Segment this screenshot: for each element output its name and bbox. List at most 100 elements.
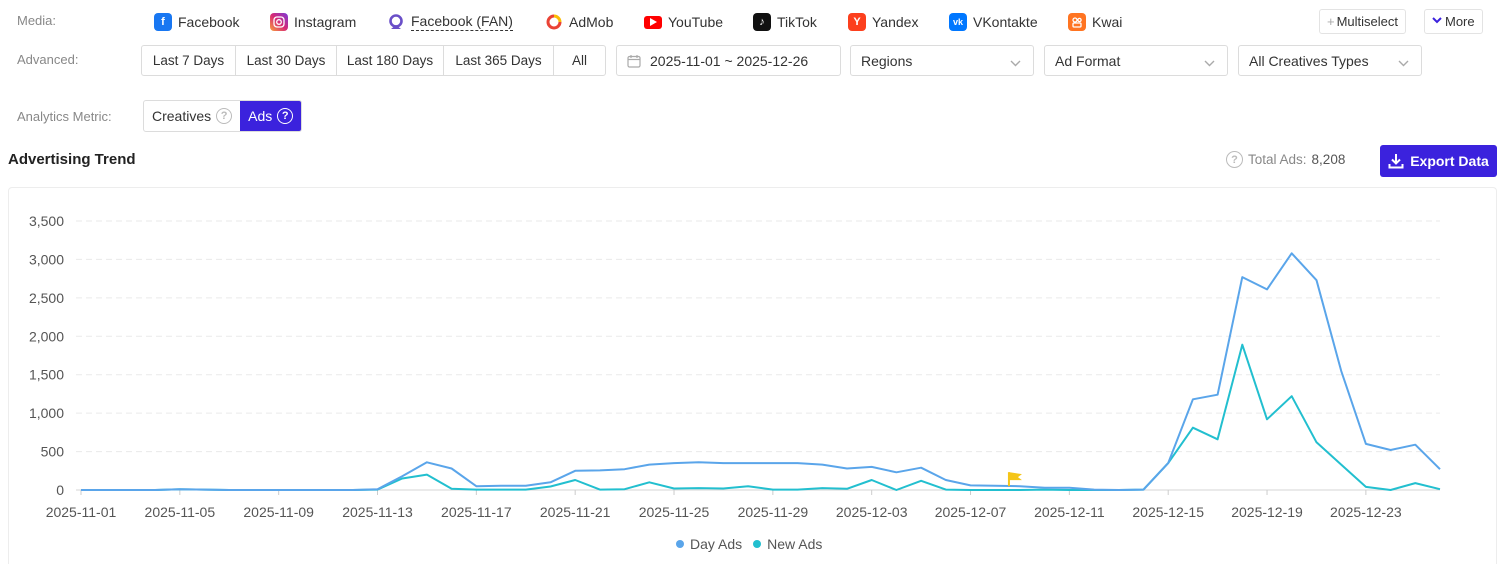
media-label-yandex: Yandex <box>872 14 919 30</box>
media-label-youtube: YouTube <box>668 14 724 30</box>
tab-creatives[interactable]: Creatives ? <box>144 101 240 131</box>
media-admob[interactable]: AdMob <box>545 11 613 33</box>
media-yandex[interactable]: Y Yandex <box>848 11 918 33</box>
legend-dot-new-ads <box>753 540 762 548</box>
media-facebook-fan[interactable]: Facebook (FAN) <box>387 11 513 33</box>
multiselect-button[interactable]: + Multiselect <box>1319 9 1407 34</box>
creatives-types-select[interactable]: All Creatives Types <box>1238 45 1422 76</box>
media-label-facebook: Facebook <box>178 14 240 30</box>
new-ads-line <box>81 343 1441 491</box>
media-label-admob: AdMob <box>569 14 614 30</box>
tab-creatives-label: Creatives <box>152 108 212 124</box>
media-label-kwai: Kwai <box>1092 14 1123 30</box>
last-365-days-button[interactable]: Last 365 Days <box>444 46 554 75</box>
x-tick-label: 2025-11-13 <box>342 504 413 520</box>
date-range-picker[interactable]: 2025-11-01 ~ 2025-12-26 <box>616 45 841 76</box>
x-tick-label: 2025-11-29 <box>738 504 809 520</box>
section-title: Advertising Trend <box>8 151 136 168</box>
x-tick-label: 2025-11-17 <box>441 504 512 520</box>
facebook-icon: f <box>154 13 172 31</box>
legend-label-new-ads: New Ads <box>767 536 823 552</box>
regions-select[interactable]: Regions <box>850 45 1034 76</box>
tab-ads[interactable]: Ads ? <box>240 101 302 131</box>
total-ads-label: Total Ads: <box>1248 152 1307 167</box>
more-label: More <box>1445 14 1475 29</box>
download-icon <box>1388 153 1404 169</box>
x-tick-label: 2025-11-25 <box>639 504 710 520</box>
y-tick-label: 3,000 <box>29 251 64 267</box>
y-tick-label: 500 <box>41 444 65 460</box>
all-days-button[interactable]: All <box>571 53 587 68</box>
media-label: Media: <box>17 13 57 28</box>
x-tick-label: 2025-12-03 <box>836 504 908 520</box>
y-tick-label: 1,500 <box>29 367 64 383</box>
media-instagram[interactable]: Instagram <box>270 11 356 33</box>
last-180-days-button[interactable]: Last 180 Days <box>337 46 444 75</box>
chevron-down-icon <box>1432 16 1442 27</box>
media-facebook[interactable]: f Facebook <box>154 11 239 33</box>
chevron-down-icon <box>1204 54 1215 70</box>
plus-icon: + <box>1327 14 1335 29</box>
chart-legend: Day Ads New Ads <box>676 536 833 552</box>
legend-dot-day-ads <box>676 540 684 548</box>
facebook-fan-icon <box>387 13 405 31</box>
tab-ads-label: Ads <box>248 108 273 124</box>
x-tick-label: 2025-12-07 <box>935 504 1007 520</box>
kwai-icon <box>1068 13 1086 31</box>
day-range-selector: Last 7 Days Last 30 Days Last 180 Days L… <box>141 45 606 76</box>
x-tick-label: 2025-12-11 <box>1034 504 1105 520</box>
multiselect-label: Multiselect <box>1336 14 1399 29</box>
media-label-tiktok: TikTok <box>777 14 817 30</box>
more-button[interactable]: More <box>1424 9 1483 34</box>
x-tick-label: 2025-11-01 <box>46 504 117 520</box>
advanced-label: Advanced: <box>17 52 79 67</box>
ad-format-select[interactable]: Ad Format <box>1044 45 1228 76</box>
chevron-down-icon <box>1010 54 1021 70</box>
chevron-down-icon <box>1398 54 1409 70</box>
x-tick-label: 2025-12-19 <box>1231 504 1303 520</box>
instagram-icon <box>270 13 288 31</box>
media-youtube[interactable]: YouTube <box>644 11 723 33</box>
yandex-icon: Y <box>848 13 866 31</box>
admob-icon <box>545 13 563 31</box>
vkontakte-icon: vk <box>949 13 967 31</box>
media-label-vkontakte: VKontakte <box>973 14 1038 30</box>
date-range-value: 2025-11-01 ~ 2025-12-26 <box>650 52 809 69</box>
export-data-label: Export Data <box>1410 153 1489 169</box>
ad-format-label: Ad Format <box>1055 52 1121 69</box>
last-30-days-button[interactable]: Last 30 Days <box>236 46 337 75</box>
last-7-days-button[interactable]: Last 7 Days <box>142 46 236 75</box>
media-tiktok[interactable]: ♪ TikTok <box>753 11 817 33</box>
export-data-button[interactable]: Export Data <box>1380 145 1497 177</box>
x-tick-label: 2025-12-23 <box>1330 504 1402 520</box>
y-tick-label: 1,000 <box>29 405 64 421</box>
analytics-metric-tabs: Creatives ? Ads ? <box>143 100 303 132</box>
legend-item-new-ads[interactable]: New Ads <box>753 536 822 552</box>
youtube-icon <box>644 15 662 29</box>
trend-chart-svg: 0 500 1,000 1,500 2,000 2,500 3,000 3,500 2025-1… <box>29 213 1441 520</box>
y-tick-label: 2,500 <box>29 290 64 306</box>
media-label-instagram: Instagram <box>294 14 357 30</box>
y-tick-label: 0 <box>56 482 64 498</box>
y-tick-label: 2,000 <box>29 328 64 344</box>
media-label-facebook-fan: Facebook (FAN) <box>411 13 513 31</box>
total-ads-value: 8,208 <box>1311 152 1346 167</box>
help-icon[interactable]: ? <box>1226 151 1243 168</box>
legend-item-day-ads[interactable]: Day Ads <box>676 536 742 552</box>
media-vkontakte[interactable]: vk VKontakte <box>949 11 1038 33</box>
x-tick-label: 2025-11-21 <box>540 504 611 520</box>
x-tick-label: 2025-11-09 <box>243 504 314 520</box>
analytics-metric-label: Analytics Metric: <box>17 109 112 124</box>
flag-icon <box>1008 472 1022 481</box>
help-icon[interactable]: ? <box>216 108 233 124</box>
tiktok-icon: ♪ <box>753 13 771 31</box>
creatives-types-label: All Creatives Types <box>1249 52 1369 69</box>
media-kwai[interactable]: Kwai <box>1068 11 1122 33</box>
calendar-icon <box>627 54 641 68</box>
y-tick-label: 3,500 <box>29 213 64 229</box>
total-ads: ? Total Ads: 8,208 <box>1226 151 1345 168</box>
x-tick-label: 2025-12-15 <box>1132 504 1204 520</box>
regions-label: Regions <box>861 52 913 69</box>
help-icon[interactable]: ? <box>277 108 294 124</box>
legend-label-day-ads: Day Ads <box>690 536 743 552</box>
